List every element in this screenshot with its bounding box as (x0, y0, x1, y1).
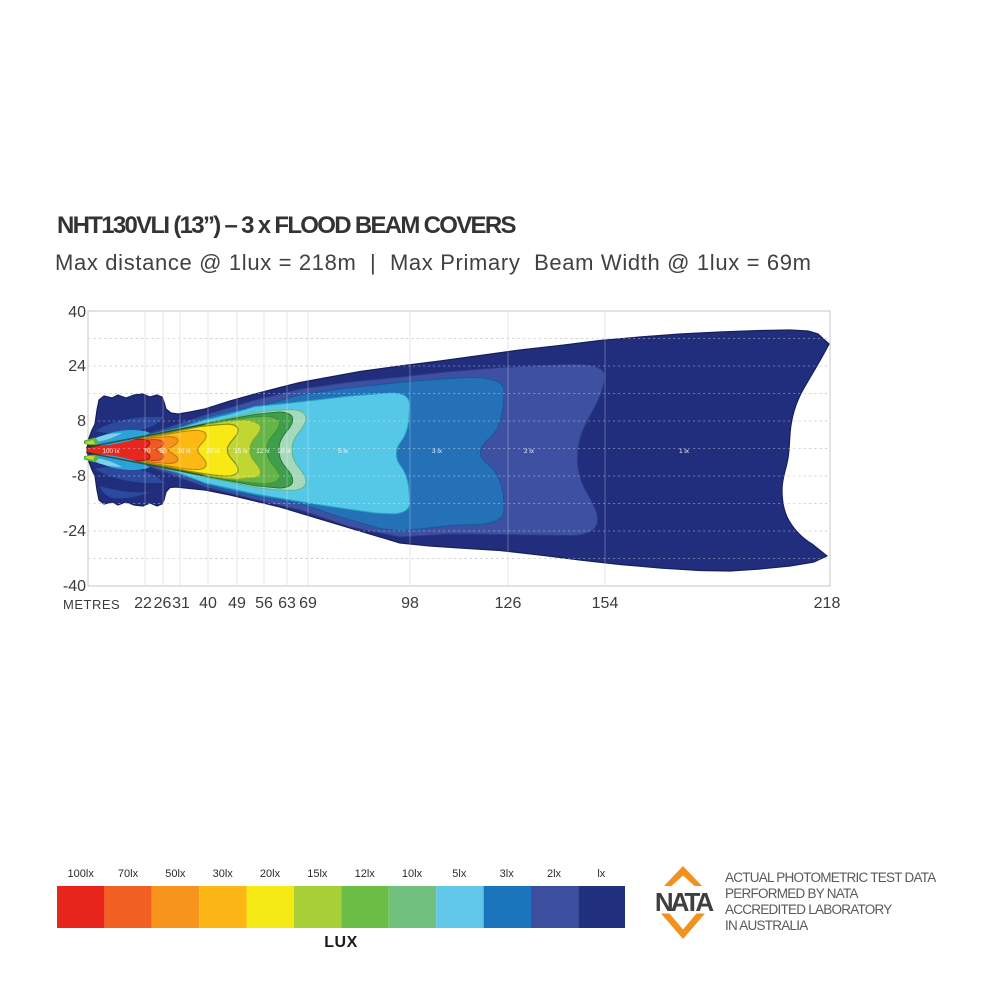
svg-text:70lx: 70lx (118, 868, 139, 880)
svg-text:8: 8 (77, 413, 86, 430)
svg-text:-40: -40 (63, 578, 86, 595)
svg-text:30lx: 30lx (213, 868, 234, 880)
svg-text:100 lx: 100 lx (102, 448, 120, 455)
svg-text:50lx: 50lx (165, 868, 186, 880)
svg-text:5 lx: 5 lx (338, 448, 349, 455)
svg-text:-8: -8 (72, 468, 86, 485)
svg-text:100lx: 100lx (68, 868, 95, 880)
svg-text:20 lx: 20 lx (206, 448, 220, 455)
svg-text:LUX: LUX (324, 934, 358, 951)
svg-text:12 lx: 12 lx (256, 448, 270, 455)
svg-text:3lx: 3lx (500, 868, 515, 880)
svg-text:lx: lx (597, 868, 605, 880)
svg-text:1 lx: 1 lx (679, 448, 690, 455)
svg-text:70: 70 (143, 448, 151, 455)
svg-text:31: 31 (172, 595, 190, 612)
svg-text:56: 56 (255, 595, 273, 612)
svg-text:30 lx: 30 lx (177, 448, 191, 455)
svg-text:3 lx: 3 lx (432, 448, 443, 455)
svg-text:69: 69 (299, 595, 317, 612)
svg-text:METRES: METRES (63, 597, 120, 612)
svg-text:22: 22 (134, 595, 152, 612)
svg-text:10 lx: 10 lx (277, 448, 291, 455)
svg-text:40: 40 (199, 595, 217, 612)
svg-text:40: 40 (68, 304, 86, 321)
svg-text:26: 26 (154, 595, 172, 612)
svg-text:50: 50 (159, 448, 167, 455)
svg-text:10lx: 10lx (402, 868, 423, 880)
svg-text:63: 63 (278, 595, 296, 612)
svg-text:20lx: 20lx (260, 868, 281, 880)
svg-text:15 lx: 15 lx (234, 448, 248, 455)
svg-text:-24: -24 (63, 523, 86, 540)
svg-text:154: 154 (592, 595, 619, 612)
svg-text:24: 24 (68, 358, 86, 375)
svg-text:98: 98 (401, 595, 419, 612)
svg-text:2lx: 2lx (547, 868, 562, 880)
svg-text:49: 49 (228, 595, 246, 612)
svg-text:5lx: 5lx (452, 868, 467, 880)
svg-text:218: 218 (814, 595, 841, 612)
svg-text:NATA: NATA (655, 887, 715, 917)
svg-text:126: 126 (495, 595, 522, 612)
svg-text:2 lx: 2 lx (524, 448, 535, 455)
svg-text:12lx: 12lx (355, 868, 376, 880)
svg-text:15lx: 15lx (307, 868, 328, 880)
